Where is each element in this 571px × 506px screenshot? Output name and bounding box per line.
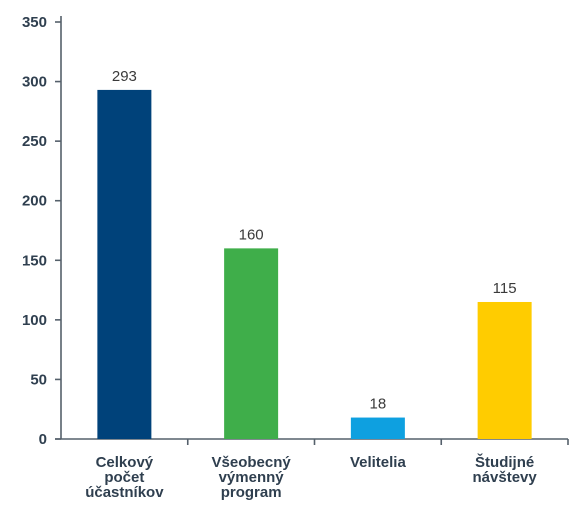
x-category-label: Velitelia	[350, 454, 407, 471]
y-axis: 0 50 100 150 200 250 300 350	[22, 14, 61, 448]
bar	[478, 302, 532, 439]
x-category-label: Všeobecný výmenný program	[212, 454, 292, 501]
bar	[97, 90, 151, 439]
bar	[224, 248, 278, 439]
y-tick-label: 300	[22, 74, 47, 91]
x-axis: Celkový počet účastníkov Všeobecný výmenný pr…	[55, 439, 568, 501]
bars	[97, 90, 531, 439]
x-category-label: Študijné návštevy	[473, 453, 538, 486]
y-tick-label: 200	[22, 193, 47, 210]
bar-value-label: 115	[493, 280, 517, 297]
bar-value-label: 160	[239, 226, 264, 243]
y-tick-label: 0	[39, 431, 47, 448]
y-tick-label: 250	[22, 133, 47, 150]
y-tick-label: 150	[22, 252, 47, 269]
y-tick-label: 50	[30, 371, 47, 388]
y-tick-label: 100	[22, 312, 47, 329]
x-category-label: Celkový počet účastníkov	[85, 454, 164, 501]
bar-value-label: 293	[112, 68, 137, 85]
value-labels: 293 160 18 115	[112, 68, 517, 413]
bar	[351, 418, 405, 439]
y-tick-label: 350	[22, 14, 47, 31]
bar-value-label: 18	[370, 396, 387, 413]
